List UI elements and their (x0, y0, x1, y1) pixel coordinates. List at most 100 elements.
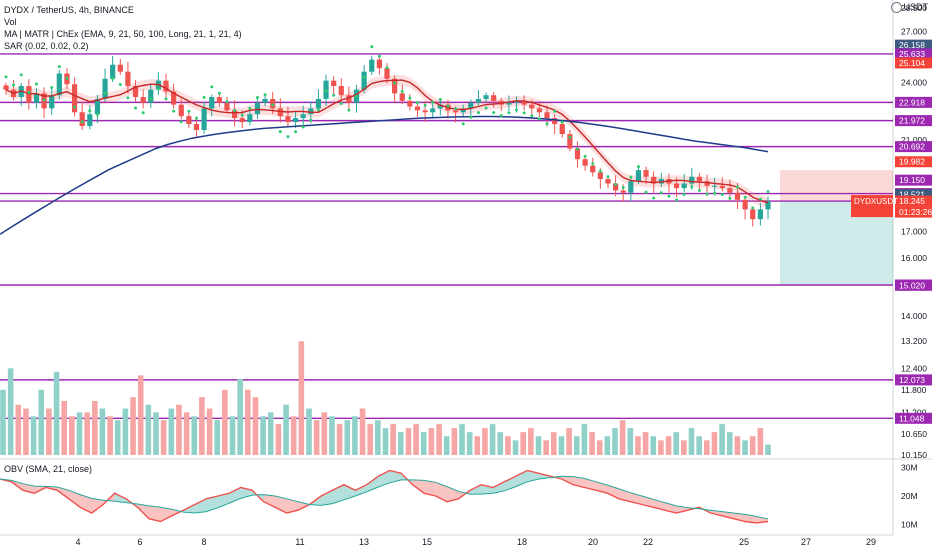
volume-bar (749, 436, 756, 455)
volume-bar (237, 378, 243, 455)
gear-icon[interactable] (890, 2, 902, 14)
obv-fill-segment (160, 507, 172, 522)
sar-dot (57, 65, 61, 69)
sar-dot (355, 94, 359, 98)
price-axis-tag-label: 25.104 (899, 58, 925, 68)
sar-dot (118, 82, 122, 86)
volume-bar (107, 416, 113, 455)
candle-body (186, 116, 192, 125)
volume-bar (635, 436, 641, 455)
sar-indicator-label[interactable]: SAR (0.02, 0.02, 0.2) (4, 41, 89, 51)
volume-bar (543, 440, 549, 455)
price-tick-label: 27.000 (901, 26, 927, 36)
sar-dot (400, 89, 404, 93)
sar-dot (667, 194, 671, 198)
sar-dot (461, 122, 465, 126)
candle-body (430, 108, 436, 113)
sar-dot (141, 111, 145, 115)
volume-bar (658, 440, 664, 455)
sar-dot (164, 97, 168, 101)
sar-dot (591, 162, 595, 166)
price-axis-tag-label: 20.692 (899, 142, 925, 152)
time-tick-label: 29 (866, 537, 876, 547)
volume-bar (642, 432, 649, 455)
sar-dot (652, 196, 656, 200)
sar-dot (423, 103, 427, 107)
obv-fill-segment (412, 479, 425, 494)
volume-bar (650, 436, 657, 455)
sar-dot (309, 118, 313, 122)
price-tick-label: 12.400 (901, 363, 927, 373)
volume-bar (313, 420, 320, 455)
obv-indicator-label[interactable]: OBV (SMA, 21, close) (4, 464, 93, 474)
price-tick-label: 11.800 (901, 385, 927, 395)
sar-dot (690, 185, 694, 189)
candle-body (696, 176, 703, 182)
price-axis-tag-label: 15.020 (899, 280, 925, 290)
obv-fill-segment (355, 484, 367, 496)
price-axis-tag-label: 22.918 (899, 97, 925, 107)
volume-bar (214, 420, 220, 455)
volume-bar (252, 397, 259, 455)
symbol-title[interactable]: DYDX / TetherUS, 4h, BINANCE (4, 5, 134, 15)
volume-bar (528, 428, 534, 455)
price-axis-tag-label: 11.048 (899, 413, 925, 423)
sar-dot (19, 73, 23, 77)
candle-body (300, 114, 306, 119)
candle-body (704, 181, 710, 186)
volume-bar (352, 416, 358, 455)
candle-body (689, 176, 695, 184)
price-axis-tag (895, 174, 932, 186)
sar-dot (88, 109, 92, 113)
sar-dot (522, 111, 526, 115)
volume-bar (734, 436, 741, 455)
volume-bar (459, 424, 465, 455)
candle-body (79, 112, 85, 127)
volume-bar (114, 420, 121, 455)
volume-bar (420, 432, 427, 455)
volume-bar (451, 428, 458, 455)
candle-body (651, 176, 657, 184)
obv-sma-line (0, 475, 769, 520)
volume-bar (704, 440, 710, 455)
volume-bar (7, 368, 14, 455)
time-tick-label: 4 (75, 537, 80, 547)
candle-body (734, 192, 741, 200)
candle-body (277, 108, 283, 117)
volume-bar (573, 436, 580, 455)
volume-bar (336, 424, 343, 455)
candle-body (483, 95, 489, 99)
candle-body (346, 95, 352, 103)
volume-bar (505, 436, 511, 455)
candle-body (529, 104, 535, 109)
ma-indicator-label[interactable]: MA | MATR | ChEx (EMA, 9, 21, 50, 100, L… (4, 29, 242, 39)
sar-dot (377, 54, 381, 58)
candle-body (56, 73, 62, 96)
sar-dot (294, 130, 298, 134)
sar-dot (149, 97, 153, 101)
sar-dot (95, 112, 99, 116)
price-tick-label: 16.000 (901, 253, 927, 263)
obv-tick-label: 20M (901, 491, 918, 501)
candle-body (163, 80, 169, 92)
candle-body (285, 116, 291, 123)
price-tick-label: 10.150 (901, 450, 927, 460)
price-axis-tag (895, 189, 932, 201)
candle-body (590, 165, 596, 173)
volume-bar (199, 397, 205, 455)
volume-bar (367, 424, 373, 455)
sar-dot (659, 191, 663, 195)
candle-body (216, 97, 222, 103)
candle-body (125, 71, 131, 87)
sar-dot (675, 198, 679, 202)
obv-fill-segment (722, 511, 734, 519)
volume-indicator-label[interactable]: Vol (4, 17, 17, 27)
currency-selector[interactable]: USDT (890, 2, 928, 14)
candle-body (224, 102, 230, 111)
candle-body (452, 110, 459, 113)
volume-bar (160, 420, 167, 455)
sar-dot (568, 135, 572, 139)
obv-fill-segment (114, 493, 127, 503)
price-axis-tag (895, 412, 932, 424)
